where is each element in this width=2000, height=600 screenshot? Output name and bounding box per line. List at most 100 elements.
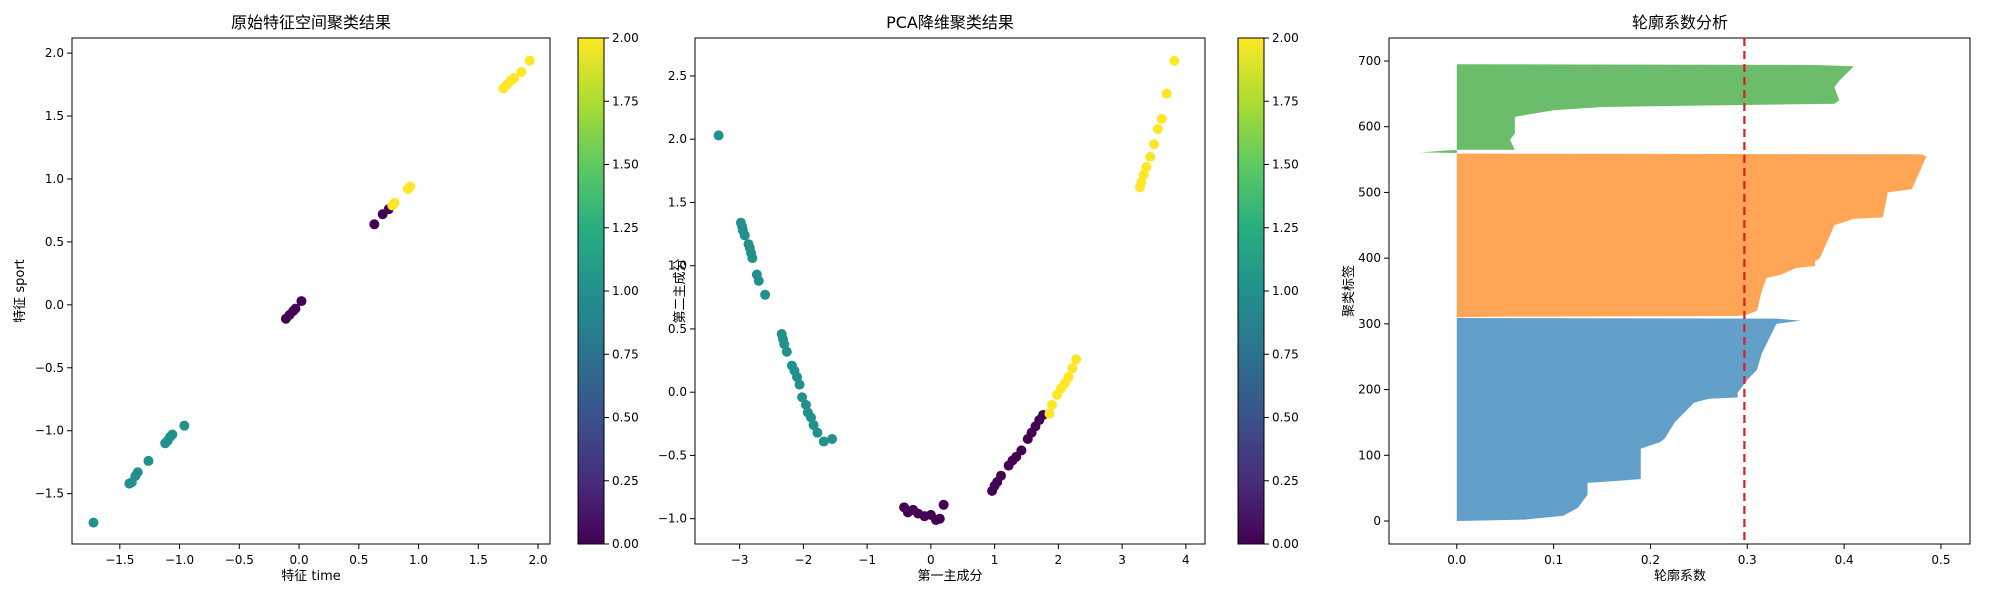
silhouette-area-cluster-1	[1456, 153, 1927, 318]
scatter-point	[88, 517, 99, 528]
y-tick-label: −1.0	[658, 512, 687, 526]
silhouette-panel: 轮廓系数分析 轮廓系数 聚类标签 0.0 0.1 0.2 0.3 0.4 0.5 0 100…	[1341, 13, 1971, 584]
colorbar-tick-label: 1.00	[1272, 284, 1299, 298]
scatter-point	[167, 429, 178, 440]
colorbar-tick-label: 0.75	[612, 347, 639, 361]
scatter-point	[996, 470, 1006, 481]
scatter-point	[800, 399, 811, 410]
colorbar-2	[1237, 37, 1265, 545]
scatter-point	[938, 499, 949, 510]
scatter-point	[827, 434, 838, 445]
y-tick-label: 0.0	[668, 385, 687, 399]
scatter-point	[369, 219, 380, 230]
y-tick-label: 200	[1358, 383, 1381, 397]
x-tick-label: 1	[991, 553, 999, 567]
y-tick-label: 2.0	[45, 46, 64, 60]
x-tick-label: 0.3	[1738, 553, 1757, 567]
scatter-original-plot-frame	[71, 37, 551, 545]
colorbar-1-ticks: 0.00 0.25 0.50 0.75 1.00 1.25 1.50 1.75 2.00	[604, 31, 639, 551]
scatter-point	[739, 230, 750, 241]
scatter-point	[818, 436, 829, 447]
y-tick-label: 1.0	[45, 172, 64, 186]
colorbar-tick-label: 2.00	[612, 31, 639, 45]
colorbar-tick-label: 0.00	[612, 537, 639, 551]
scatter-pca-plot-frame	[694, 37, 1206, 545]
scatter-point	[179, 420, 190, 431]
scatter-original-x-axis-label: 特征 time	[281, 569, 341, 584]
colorbar-tick-label: 2.00	[1272, 31, 1299, 45]
x-tick-label: 3	[1118, 553, 1126, 567]
x-tick-label: 0.5	[349, 553, 368, 567]
y-tick-label: −1.5	[35, 487, 64, 501]
y-tick-label: 2.0	[668, 132, 687, 146]
scatter-point	[1169, 55, 1180, 66]
scatter-original-feature-panel: 原始特征空间聚类结果 特征 time 特征 sport −1.5 −1.0 −0.5…	[13, 13, 639, 584]
silhouette-area-cluster-2	[1420, 64, 1854, 153]
scatter-point	[1149, 139, 1159, 150]
scatter-point	[1161, 88, 1172, 99]
x-tick-label: −1	[858, 553, 876, 567]
scatter-pca-title: PCA降维聚类结果	[886, 13, 1014, 32]
colorbar-tick-label: 0.25	[612, 474, 639, 488]
x-tick-label: 0.0	[1447, 553, 1466, 567]
y-tick-label: 0.5	[668, 322, 687, 336]
scatter-original-y-axis-label: 特征 sport	[13, 259, 28, 323]
scatter-point	[290, 303, 301, 314]
colorbar-1	[577, 37, 605, 545]
scatter-point	[1016, 445, 1027, 456]
x-tick-label: −2	[795, 553, 813, 567]
colorbar-tick-label: 0.75	[1272, 347, 1299, 361]
x-tick-label: 0.4	[1835, 553, 1854, 567]
scatter-point	[753, 275, 764, 286]
colorbar-tick-label: 1.50	[1272, 158, 1299, 172]
y-tick-label: 300	[1358, 317, 1381, 331]
silhouette-y-axis-label: 聚类标签	[1341, 265, 1357, 317]
scatter-point	[1136, 177, 1147, 188]
colorbar-tick-label: 1.75	[1272, 94, 1299, 108]
x-tick-label: 0	[927, 553, 935, 567]
silhouette-x-ticks: 0.0 0.1 0.2 0.3 0.4 0.5	[1447, 544, 1950, 567]
x-tick-label: 4	[1182, 553, 1190, 567]
scatter-point	[1152, 124, 1163, 135]
silhouette-areas	[1420, 64, 1927, 521]
colorbar-2-ticks: 0.00 0.25 0.50 0.75 1.00 1.25 1.50 1.75 2.00	[1264, 31, 1299, 551]
x-tick-label: 0.0	[290, 553, 309, 567]
x-tick-label: 0.2	[1641, 553, 1660, 567]
y-tick-label: −0.5	[35, 361, 64, 375]
x-tick-label: −3	[731, 553, 749, 567]
silhouette-x-axis-label: 轮廓系数	[1654, 568, 1706, 584]
scatter-point	[812, 427, 823, 438]
y-tick-label: 1.5	[45, 109, 64, 123]
scatter-point	[1138, 169, 1149, 180]
scatter-point	[389, 197, 400, 208]
x-tick-label: −0.5	[225, 553, 254, 567]
scatter-point	[516, 66, 527, 77]
scatter-point	[509, 73, 520, 84]
scatter-point	[524, 55, 535, 66]
x-tick-label: 0.1	[1544, 553, 1563, 567]
x-tick-label: 1.0	[409, 553, 428, 567]
scatter-pca-y-axis-label: 第二主成分	[673, 258, 688, 323]
x-tick-label: 2	[1055, 553, 1063, 567]
scatter-pca-panel: PCA降维聚类结果 第一主成分 第二主成分 −3 −2 −1 0 1 2 3 4 −1.0 −0…	[658, 13, 1299, 584]
scatter-pca-x-axis-label: 第一主成分	[917, 569, 982, 584]
silhouette-title: 轮廓系数分析	[1632, 13, 1728, 32]
colorbar-tick-label: 1.25	[1272, 221, 1299, 235]
scatter-original-y-ticks: −1.5 −1.0 −0.5 0.0 0.5 1.0 1.5 2.0	[35, 46, 72, 501]
colorbar-tick-label: 1.50	[612, 158, 639, 172]
y-tick-label: 0.5	[45, 235, 64, 249]
scatter-point	[794, 379, 805, 390]
y-tick-label: 100	[1358, 448, 1381, 462]
y-tick-label: −1.0	[35, 424, 64, 438]
scatter-point	[806, 412, 817, 423]
scatter-point	[808, 420, 819, 431]
colorbar-tick-label: 1.75	[612, 94, 639, 108]
scatter-point	[1141, 162, 1152, 173]
y-tick-label: 2.5	[668, 69, 687, 83]
scatter-point	[1156, 113, 1167, 124]
scatter-pca-x-ticks: −3 −2 −1 0 1 2 3 4	[731, 544, 1190, 567]
y-tick-label: 600	[1358, 120, 1381, 134]
scatter-point	[713, 130, 724, 141]
scatter-pca-points	[713, 55, 1180, 525]
